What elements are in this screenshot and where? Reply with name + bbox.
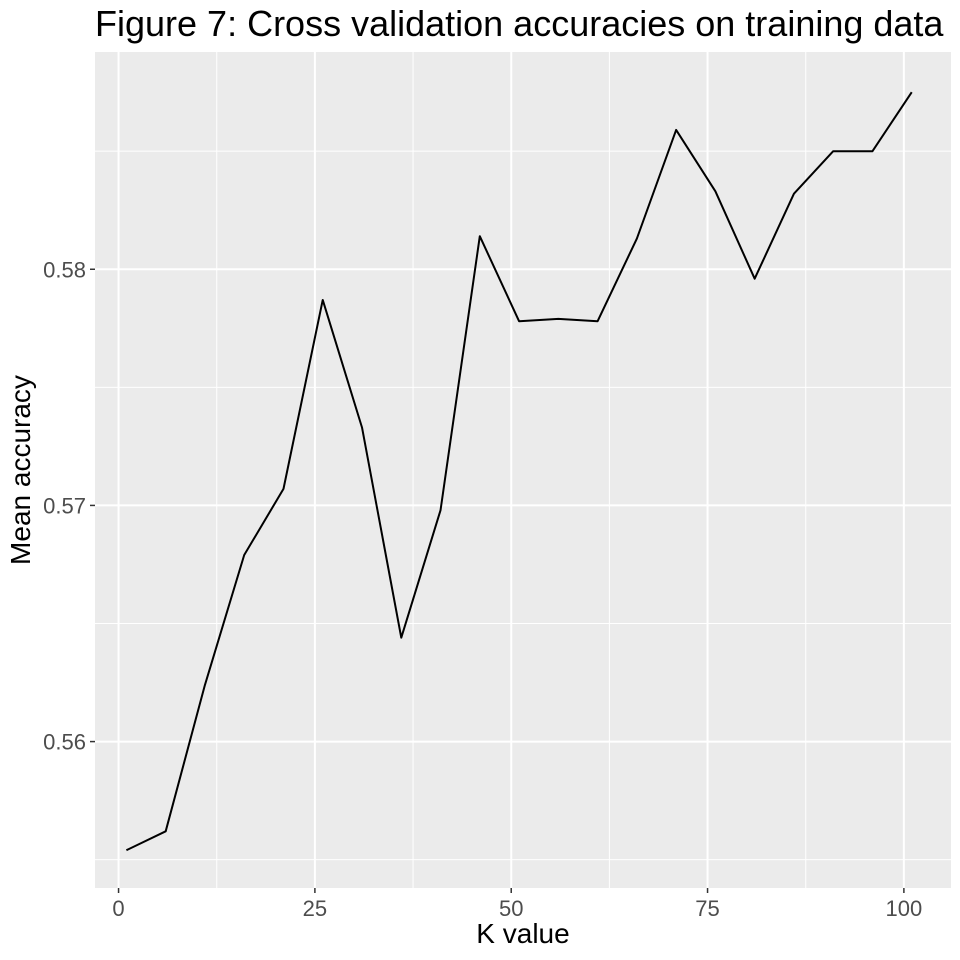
x-tick-label: 50 (499, 896, 523, 921)
x-tick-label: 100 (886, 896, 923, 921)
y-axis-title: Mean accuracy (5, 375, 36, 565)
y-tick-label: 0.58 (43, 257, 86, 282)
series-line (125, 91, 913, 852)
x-axis-title: K value (476, 918, 569, 949)
series-layer (125, 91, 913, 852)
major-gridlines (95, 52, 951, 888)
chart-title: Figure 7: Cross validation accuracies on… (95, 3, 944, 44)
x-tick-label: 75 (695, 896, 719, 921)
x-tick-label: 25 (303, 896, 327, 921)
x-tick-label: 0 (112, 896, 124, 921)
y-tick-label: 0.56 (43, 730, 86, 755)
x-axis: 0 25 50 75 100 (112, 888, 922, 921)
y-axis: 0.56 0.57 0.58 (43, 257, 95, 755)
plot-panel (95, 52, 951, 888)
minor-gridlines (95, 52, 951, 888)
y-tick-label: 0.57 (43, 493, 86, 518)
